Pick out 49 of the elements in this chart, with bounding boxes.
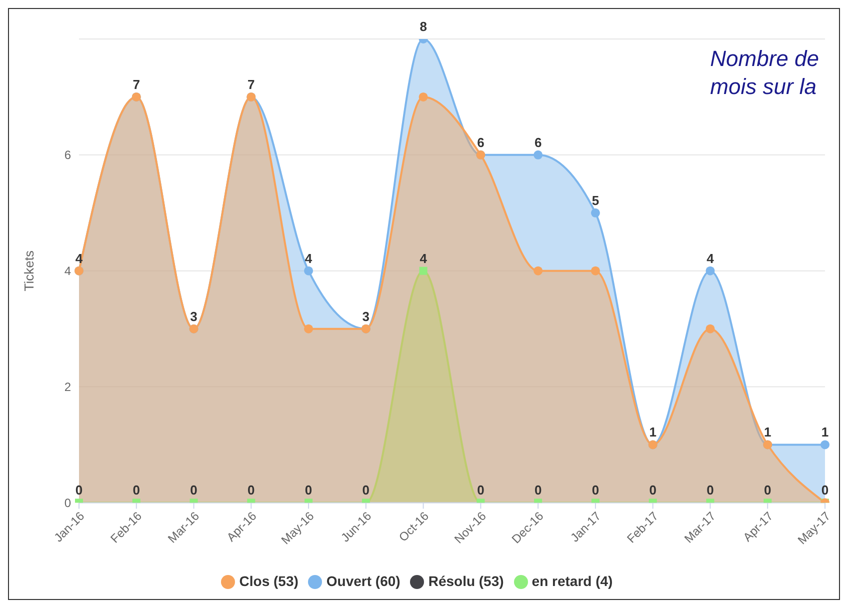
y-tick-label: 6: [64, 148, 72, 162]
data-label: 3: [362, 308, 370, 324]
point: [706, 266, 715, 276]
y-tick-label: 0: [64, 496, 72, 510]
data-label: 0: [304, 482, 312, 498]
point: [820, 440, 830, 450]
data-label: 5: [592, 192, 600, 208]
y-axis-title: Tickets: [22, 250, 37, 292]
point: [304, 324, 314, 334]
data-label: 1: [821, 424, 829, 440]
data-label: 4: [420, 250, 428, 266]
data-label: 0: [706, 482, 714, 498]
data-label: 0: [75, 482, 83, 498]
data-label: 3: [190, 308, 198, 324]
data-label: 0: [362, 482, 370, 498]
data-label: 1: [764, 424, 772, 440]
point: [534, 266, 543, 276]
point: [706, 324, 715, 334]
legend-label: Résolu (53): [428, 572, 504, 589]
data-label: 0: [190, 482, 198, 498]
point: [534, 150, 543, 160]
data-label: 0: [764, 482, 772, 498]
data-label: 0: [477, 482, 484, 498]
point: [304, 266, 314, 276]
data-label: 1: [649, 424, 656, 440]
point: [418, 92, 428, 102]
data-label: 4: [706, 250, 715, 266]
point: [590, 266, 600, 276]
data-label: 0: [649, 482, 656, 498]
data-label: 0: [821, 482, 829, 498]
data-label: 0: [592, 482, 600, 498]
data-label: 0: [534, 482, 542, 498]
data-label: 6: [534, 134, 542, 150]
data-label: 8: [420, 19, 427, 34]
annotation: mois sur la: [710, 73, 818, 101]
data-label: 7: [248, 76, 255, 92]
y-tick-label: 4: [64, 264, 72, 278]
data-label: 4: [304, 250, 313, 266]
legend-label: Clos (53): [239, 572, 298, 589]
legend-label: Ouvert (60): [326, 572, 400, 589]
point: [419, 266, 428, 275]
data-label: 0: [248, 482, 255, 498]
legend-label: en retard (4): [532, 572, 613, 589]
data-label: 6: [477, 134, 484, 150]
point: [590, 208, 600, 218]
y-tick-label: 2: [64, 380, 72, 394]
data-label: 7: [132, 76, 140, 92]
annotation: Nombre de: [710, 45, 819, 73]
data-label: 0: [132, 482, 140, 498]
